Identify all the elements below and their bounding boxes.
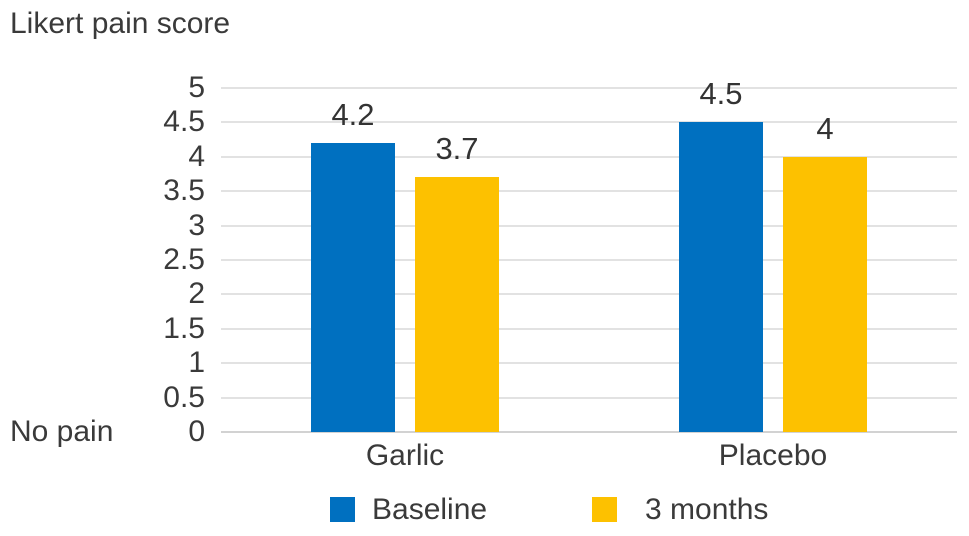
chart-title: Likert pain score: [10, 7, 231, 40]
bar-garlic-3-months: [415, 177, 499, 432]
value-label: 3.7: [435, 131, 479, 167]
y-axis-tick-label: 0.5: [163, 380, 205, 414]
gridline: [221, 293, 957, 296]
x-axis-line: [221, 431, 957, 433]
gridline: [221, 362, 957, 365]
y-axis-tick-label: 5: [188, 71, 205, 104]
y-axis-tick-label: 0: [188, 415, 205, 448]
y-axis-tick-label: 4: [188, 139, 205, 173]
gridline: [221, 87, 957, 89]
bar-garlic-baseline: [311, 143, 395, 432]
gridline: [221, 396, 957, 399]
y-axis-tick-label: 1.5: [163, 311, 205, 345]
gridline: [221, 224, 957, 227]
gridline: [221, 121, 957, 124]
gridline: [221, 155, 957, 158]
legend-label-baseline: Baseline: [372, 493, 488, 526]
y-axis-tick-label: 2.5: [163, 243, 205, 276]
gridline: [221, 259, 957, 261]
value-label: 4.2: [331, 97, 375, 133]
y-axis-tick-label: 1: [188, 346, 205, 380]
y-axis-zero-label: No pain: [10, 415, 114, 448]
category-label-garlic: Garlic: [365, 439, 445, 472]
bar-placebo-baseline: [679, 122, 763, 432]
legend-swatch-baseline: [330, 497, 355, 522]
y-axis-tick-label: 3.5: [163, 174, 205, 208]
gridline: [221, 327, 957, 330]
gridline: [221, 190, 957, 193]
legend-swatch-3-months: [592, 497, 617, 522]
value-label: 4: [816, 110, 834, 146]
bar-placebo-3-months: [783, 156, 867, 432]
y-axis-tick-label: 4.5: [163, 105, 205, 139]
y-axis-tick-label: 3: [188, 208, 205, 242]
category-label-placebo: Placebo: [718, 439, 828, 472]
legend-label-3-months: 3 months: [645, 493, 769, 526]
y-axis-tick-label: 2: [188, 277, 205, 311]
value-label: 4.5: [699, 76, 743, 112]
